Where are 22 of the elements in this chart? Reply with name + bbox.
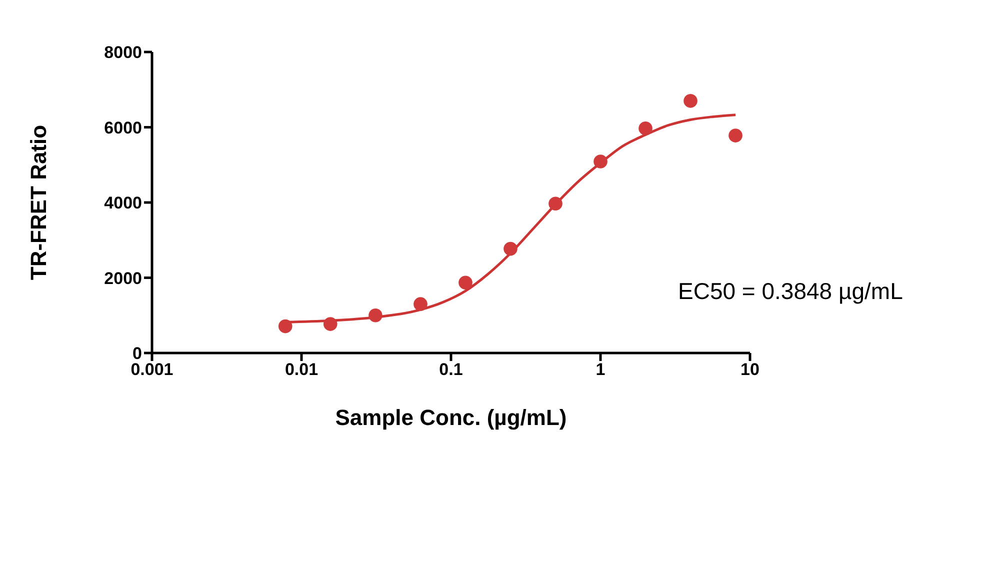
point [594, 154, 608, 168]
annotation: EC50 = 0.3848 µg/mL [678, 278, 903, 305]
x-tick-label: 1 [596, 360, 606, 380]
y-tick-label: 6000 [104, 118, 142, 138]
y-axis-title: TR-FRET Ratio [26, 124, 51, 280]
point [638, 121, 652, 136]
y-tick-label: 4000 [104, 194, 142, 213]
x-tick-label: 0.01 [284, 360, 318, 380]
point [414, 297, 428, 311]
y-tick-label: 8000 [104, 43, 142, 62]
x-axis-title: Sample Conc. (µg/mL) [335, 405, 567, 430]
point [548, 196, 562, 211]
point [278, 319, 292, 334]
point [368, 308, 382, 322]
x-tick-label: 0.1 [439, 360, 463, 380]
point [684, 94, 698, 108]
y-tick-label: 2000 [104, 268, 142, 288]
point [323, 317, 338, 331]
point [504, 242, 518, 256]
point [728, 128, 742, 142]
x-tick-label: 10 [740, 360, 760, 380]
point [458, 276, 472, 290]
